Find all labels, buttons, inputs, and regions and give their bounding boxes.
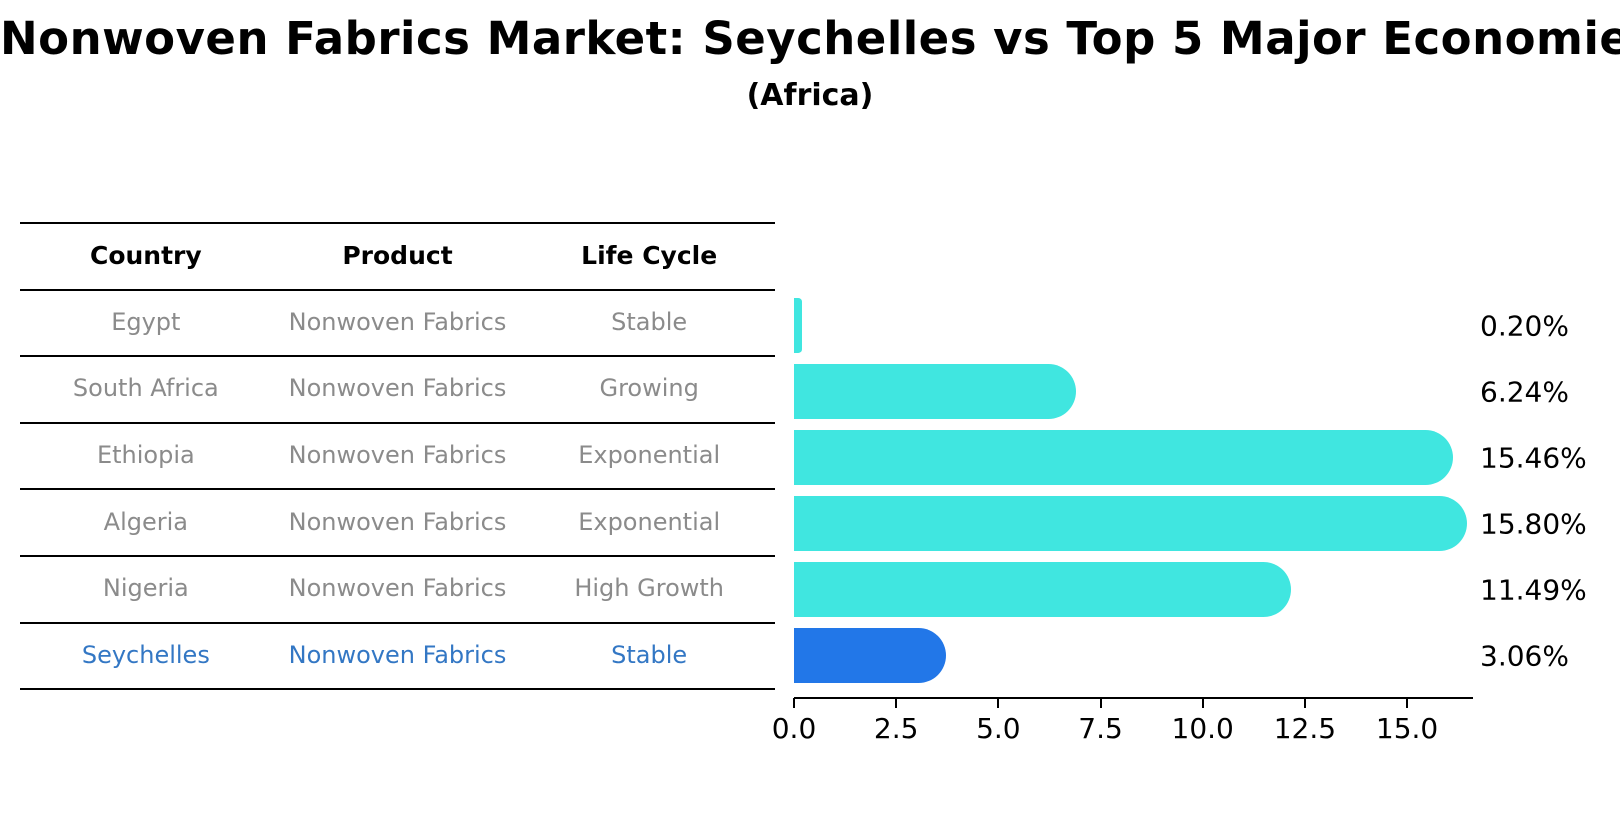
x-tick-label: 2.5 bbox=[873, 712, 919, 745]
table-gridline bbox=[20, 621, 775, 624]
table-cell-product: Nonwoven Fabrics bbox=[288, 441, 507, 470]
x-tick-mark bbox=[1201, 698, 1204, 708]
bar-algeria bbox=[794, 496, 1467, 551]
table-gridline bbox=[20, 355, 775, 358]
table-cell-country: South Africa bbox=[72, 374, 219, 403]
table-header-row: Country Product Life Cycle bbox=[20, 222, 775, 289]
value-label: 11.49% bbox=[1480, 573, 1587, 606]
table-cell-country: Ethiopia bbox=[96, 441, 195, 470]
table-header-product: Product bbox=[342, 240, 453, 270]
table-row: South Africa Nonwoven Fabrics Growing bbox=[20, 355, 775, 422]
bar-nigeria bbox=[794, 562, 1291, 617]
bar-egypt bbox=[794, 298, 803, 353]
x-tick-label: 15.0 bbox=[1375, 712, 1439, 745]
table-cell-lifecycle: Growing bbox=[599, 374, 699, 403]
table-cell-lifecycle: Exponential bbox=[578, 441, 721, 470]
bar-south-africa bbox=[794, 364, 1077, 419]
x-tick-label: 0.0 bbox=[771, 712, 817, 745]
table-cell-product: Nonwoven Fabrics bbox=[288, 307, 507, 336]
table-cell-product: Nonwoven Fabrics bbox=[288, 374, 507, 403]
table-cell-product: Nonwoven Fabrics bbox=[288, 574, 507, 603]
table-cell-product: Nonwoven Fabrics bbox=[288, 507, 507, 536]
table-header-country: Country bbox=[89, 240, 202, 270]
table-header-lifecycle: Life Cycle bbox=[581, 240, 718, 270]
chart-subtitle: (Africa) bbox=[746, 78, 874, 113]
x-tick-mark bbox=[1099, 698, 1102, 708]
table-row: Algeria Nonwoven Fabrics Exponential bbox=[20, 488, 775, 555]
table-cell-country: Seychelles bbox=[81, 640, 210, 669]
x-tick-mark bbox=[793, 698, 795, 708]
table-gridline bbox=[20, 222, 775, 224]
x-tick-label: 7.5 bbox=[1078, 712, 1123, 745]
table-cell-country: Egypt bbox=[111, 307, 181, 336]
x-tick-mark bbox=[1303, 698, 1306, 708]
table-gridline bbox=[20, 555, 775, 557]
table-row: Seychelles Nonwoven Fabrics Stable bbox=[20, 622, 775, 689]
table-cell-lifecycle: Stable bbox=[611, 640, 688, 669]
table-gridline bbox=[20, 421, 775, 424]
value-label: 0.20% bbox=[1480, 309, 1569, 342]
table-cell-country: Algeria bbox=[103, 507, 188, 536]
x-tick-mark bbox=[895, 698, 898, 708]
x-tick-mark bbox=[1406, 698, 1409, 708]
x-axis-line bbox=[794, 697, 1473, 699]
bar-seychelles bbox=[794, 628, 947, 683]
table-cell-country: Nigeria bbox=[102, 574, 189, 603]
table-cell-lifecycle: Stable bbox=[611, 307, 688, 336]
table-cell-lifecycle: High Growth bbox=[574, 574, 725, 603]
table-gridline bbox=[20, 688, 775, 691]
table-row: Nigeria Nonwoven Fabrics High Growth bbox=[20, 555, 775, 622]
chart-title: Nonwoven Fabrics Market: Seychelles vs T… bbox=[0, 12, 1620, 65]
table-cell-lifecycle: Exponential bbox=[578, 507, 721, 536]
country-table: Country Product Life Cycle Egypt Nonwoven… bbox=[20, 0, 775, 823]
table-gridline bbox=[20, 488, 775, 491]
table-row: Egypt Nonwoven Fabrics Stable bbox=[20, 289, 775, 356]
table-gridline bbox=[20, 288, 775, 291]
value-label: 15.80% bbox=[1480, 507, 1587, 540]
value-label: 6.24% bbox=[1480, 375, 1569, 408]
table-row: Ethiopia Nonwoven Fabrics Exponential bbox=[20, 422, 775, 489]
x-tick-mark bbox=[997, 698, 1000, 708]
x-tick-label: 10.0 bbox=[1171, 712, 1234, 745]
value-label: 3.06% bbox=[1480, 639, 1569, 672]
table-cell-product: Nonwoven Fabrics bbox=[288, 640, 507, 669]
x-tick-label: 5.0 bbox=[976, 712, 1021, 745]
value-label: 15.46% bbox=[1480, 441, 1587, 474]
bar-ethiopia bbox=[794, 430, 1453, 485]
x-tick-label: 12.5 bbox=[1273, 712, 1337, 745]
